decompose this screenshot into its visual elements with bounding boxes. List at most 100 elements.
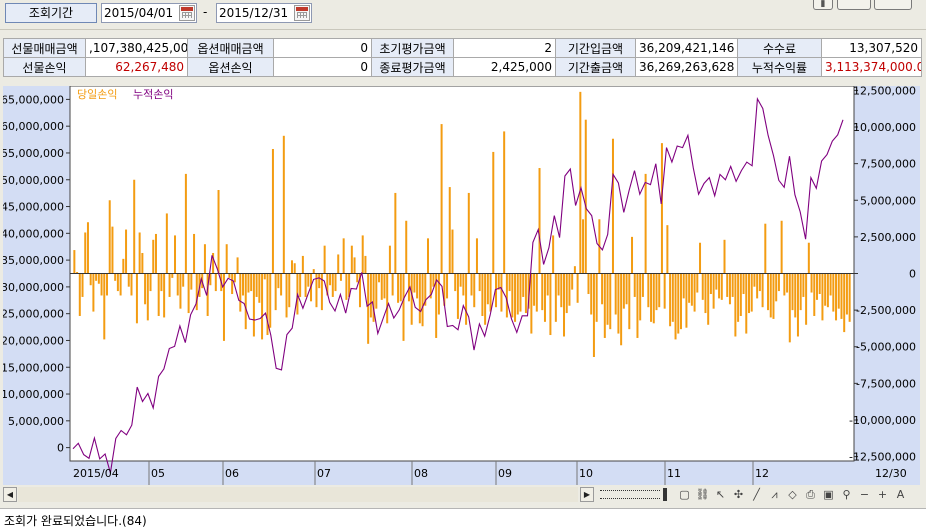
link-icon[interactable]: ⛓ [695, 488, 710, 501]
daily-pnl-bar [530, 273, 533, 334]
daily-pnl-bar [824, 273, 827, 306]
daily-pnl-bar [212, 252, 215, 274]
daily-pnl-bar [456, 273, 459, 319]
scroll-right-button[interactable]: ▶ [580, 487, 594, 502]
scroll-left-button[interactable]: ◀ [3, 487, 17, 502]
daily-pnl-bar [783, 273, 786, 296]
daily-pnl-bar [767, 273, 770, 311]
daily-pnl-bar [777, 273, 780, 292]
time-axis-label: 2015/04 [73, 467, 119, 480]
daily-pnl-bar [386, 273, 389, 324]
daily-pnl-bar [818, 273, 821, 295]
daily-pnl-bar [76, 272, 79, 274]
calendar-icon[interactable] [179, 5, 195, 21]
daily-pnl-bar [152, 239, 155, 274]
daily-pnl-bar [810, 273, 813, 293]
daily-pnl-bar [535, 273, 538, 312]
daily-pnl-bar [761, 273, 764, 308]
legend-daily-pnl: 당일손익 [77, 87, 117, 101]
end-date-field[interactable]: 2015/12/31 [216, 3, 312, 23]
daily-pnl-bar [663, 273, 666, 309]
daily-pnl-bar [568, 273, 571, 306]
daily-pnl-bar [693, 273, 696, 312]
daily-pnl-bar [165, 213, 168, 274]
daily-pnl-bar [252, 273, 255, 337]
cursor-icon[interactable]: ↖ [715, 488, 726, 501]
pnl-chart[interactable]: 65,000,000 60,000,000 55,000,000 50,000,000… [3, 86, 920, 485]
text-icon[interactable]: A [896, 488, 905, 501]
daily-pnl-bar [282, 135, 285, 274]
daily-pnl-bar [549, 273, 552, 336]
daily-pnl-bar [660, 143, 663, 274]
left-axis-tick-label: 5,000,000 [8, 415, 64, 428]
horizontal-scroll-track[interactable] [18, 487, 578, 502]
daily-pnl-bar [280, 273, 283, 296]
daily-pnl-bar [402, 273, 405, 341]
daily-pnl-bar [195, 273, 198, 311]
daily-pnl-bar [644, 173, 647, 274]
daily-pnl-bar [576, 273, 579, 303]
daily-pnl-bar [443, 273, 446, 306]
daily-pnl-bar [462, 273, 465, 296]
calendar-icon[interactable] [294, 5, 310, 21]
time-axis-label: 11 [667, 467, 681, 480]
daily-pnl-bar [182, 273, 185, 287]
daily-pnl-bar [753, 273, 756, 287]
left-axis-tick-label: 30,000,000 [3, 281, 64, 294]
daily-pnl-bar [617, 273, 620, 334]
daily-pnl-bar [367, 273, 370, 344]
daily-pnl-bar [86, 222, 89, 274]
daily-pnl-bar [304, 273, 307, 297]
info-button[interactable]: ▮ [813, 0, 833, 10]
daily-pnl-bar [399, 273, 402, 302]
daily-pnl-bar [669, 273, 672, 327]
daily-pnl-bar [263, 273, 266, 280]
daily-pnl-bar [606, 273, 609, 325]
left-axis-tick-label: 0 [57, 442, 64, 455]
daily-pnl-bar [334, 273, 337, 292]
box-icon[interactable]: ▢ [679, 488, 690, 501]
daily-pnl-bar [837, 273, 840, 309]
line-draw-icon[interactable]: ╱ [753, 488, 760, 501]
query-button[interactable] [874, 0, 912, 10]
summary-value: 3,113,374,000.00 [821, 57, 922, 77]
save-icon[interactable]: ▣ [823, 488, 834, 501]
trend-icon[interactable]: ⩘ [771, 488, 778, 501]
daily-pnl-bar [329, 273, 332, 286]
eraser-icon[interactable]: ◇ [788, 488, 797, 501]
daily-pnl-bar [546, 273, 549, 296]
left-axis-tick-label: 25,000,000 [3, 308, 64, 321]
start-date-field[interactable]: 2015/04/01 [101, 3, 197, 23]
daily-pnl-bar [614, 273, 617, 315]
print-icon[interactable]: ⎙ [806, 488, 815, 501]
daily-pnl-bar [696, 273, 699, 293]
daily-pnl-bar [138, 232, 141, 274]
daily-pnl-bar [410, 273, 413, 325]
plus-icon[interactable]: + [877, 488, 888, 501]
end-date-value: 2015/12/31 [219, 6, 289, 20]
daily-pnl-bar [500, 273, 503, 312]
daily-pnl-bar [106, 273, 109, 296]
daily-pnl-bar [84, 232, 87, 274]
crosshair-icon[interactable]: ✣ [733, 488, 744, 501]
time-axis-label: 06 [225, 467, 239, 480]
next-button[interactable] [837, 0, 871, 10]
daily-pnl-bar [231, 273, 234, 295]
daily-pnl-bar [541, 273, 544, 311]
zoom-slider-thumb[interactable] [663, 488, 667, 501]
zoom-slider[interactable] [600, 490, 660, 499]
daily-pnl-bar [796, 273, 799, 337]
left-axis-tick-label: 50,000,000 [3, 174, 64, 187]
daily-pnl-bar [299, 273, 302, 297]
daily-pnl-bar [467, 192, 470, 274]
daily-pnl-bar [631, 236, 634, 274]
zoom-icon[interactable]: ⚲ [842, 488, 851, 501]
daily-pnl-bar [835, 273, 838, 321]
minus-icon[interactable]: − [859, 488, 870, 501]
daily-pnl-bar [125, 229, 128, 274]
daily-pnl-bar [840, 273, 843, 319]
daily-pnl-bar [786, 273, 789, 293]
daily-pnl-bar [426, 238, 429, 274]
daily-pnl-bar [641, 273, 644, 297]
daily-pnl-bar [149, 273, 152, 292]
